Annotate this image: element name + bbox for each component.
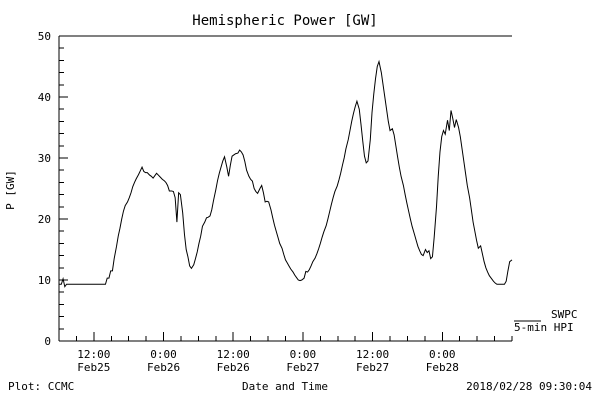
generation-timestamp: 2018/02/28 09:30:04 <box>466 380 592 393</box>
chart-title: Hemispheric Power [GW] <box>192 13 377 29</box>
x-tick-label-time: 0:00 <box>429 348 456 361</box>
x-tick-label-date: Feb27 <box>286 361 319 374</box>
y-tick-label: 40 <box>38 91 51 104</box>
y-tick-label: 50 <box>38 30 51 43</box>
y-tick-label: 10 <box>38 274 51 287</box>
x-tick-label-time: 12:00 <box>356 348 389 361</box>
legend-label-swpc: SWPC <box>551 308 578 321</box>
y-axis-tick-labels: 0 10 20 30 40 50 <box>38 30 51 348</box>
x-tick-label-time: 12:00 <box>217 348 250 361</box>
y-axis-ticks <box>59 35 68 342</box>
data-series-group <box>59 59 513 288</box>
x-tick-label-time: 12:00 <box>77 348 110 361</box>
x-tick-label-date: Feb25 <box>77 361 110 374</box>
series-line-swpc <box>59 59 513 288</box>
y-tick-label: 0 <box>44 335 51 348</box>
x-axis-ticks <box>58 332 513 341</box>
y-axis-label: P [GW] <box>4 170 17 210</box>
x-tick-label-time: 0:00 <box>290 348 317 361</box>
legend-label-swpc-sub: 5-min HPI <box>514 321 574 334</box>
x-tick-label-date: Feb28 <box>426 361 459 374</box>
x-axis-tick-labels: 12:00Feb250:00Feb2612:00Feb260:00Feb2712… <box>77 348 459 374</box>
y-tick-label: 30 <box>38 152 51 165</box>
y-tick-label: 20 <box>38 213 51 226</box>
x-tick-label-date: Feb26 <box>217 361 250 374</box>
x-tick-label-date: Feb27 <box>356 361 389 374</box>
plot-frame <box>58 35 512 342</box>
x-axis-label: Date and Time <box>242 380 328 393</box>
legend: SWPC 5-min HPI <box>514 308 578 334</box>
plot-credit: Plot: CCMC <box>8 380 74 393</box>
x-tick-label-date: Feb26 <box>147 361 180 374</box>
x-tick-label-time: 0:00 <box>150 348 177 361</box>
